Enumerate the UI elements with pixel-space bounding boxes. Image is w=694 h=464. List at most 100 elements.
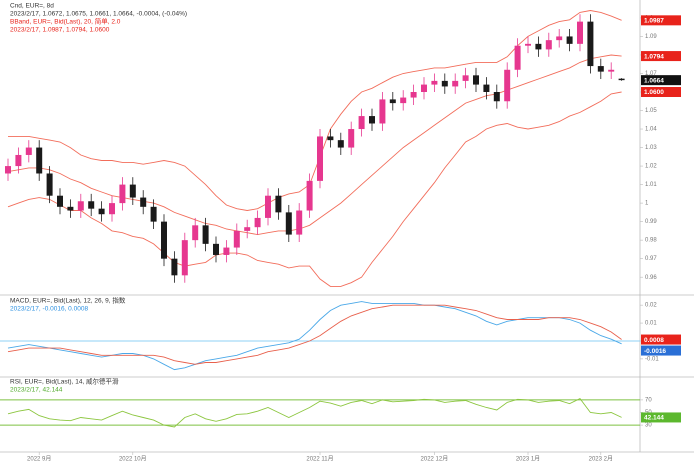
candle-body [577,21,583,44]
candle-body [140,197,147,207]
candle-body [150,206,157,222]
rsi-title: RSI, EUR=, Bid(Last), 14, 威尔德平滑 [10,377,119,386]
price-tag-label: 1.0600 [644,89,664,96]
price-tag [641,87,681,97]
candle-body [462,75,469,81]
candle-body [171,258,178,276]
y-tick-label: 1.09 [645,34,657,40]
y-tick-label: 1.04 [645,127,657,133]
candle-body [161,221,167,259]
y-tick-label: 0.02 [645,303,657,309]
y-tick-label: -0.01 [645,356,659,362]
candle-body [535,43,542,50]
price-tag [641,345,681,356]
candle-body [46,173,53,196]
candle-body [233,230,240,248]
candle-body [337,140,344,148]
candle-body [181,240,188,276]
y-tick-label: 0.01 [645,321,657,327]
series-line [7,304,622,365]
price-tag [641,412,681,423]
price-tag-label: 1.0664 [644,77,664,84]
candle-body [525,43,531,46]
candle-body [275,195,282,213]
candle-body [608,69,615,72]
candle-body [265,195,271,218]
y-tick-label: 1.05 [645,108,657,114]
candle-body [348,129,355,148]
candle-body [483,84,490,92]
candle-body [223,247,230,255]
candle-body [285,212,292,235]
candle-body [556,36,563,41]
candle-body [618,78,625,81]
candle-body [327,136,334,141]
bollinger-lower [7,91,622,287]
y-tick-label: 30 [645,423,652,429]
price-tag-label: 42.144 [644,415,664,422]
candle-body [25,147,32,155]
candle-body [67,206,74,211]
series-line [7,398,622,428]
price-tag-label: 1.0987 [644,18,664,25]
candle-body [431,80,438,85]
y-tick-label: 1.07 [645,71,657,77]
candle-body [587,21,594,67]
y-tick-label: 1 [645,201,649,207]
x-tick-label: 2023 1月 [516,456,540,463]
candle-body [441,80,448,87]
candle-body [317,136,323,181]
x-tick-label: 2022 9月 [27,456,51,463]
price-tag-label: -0.0016 [644,348,666,355]
price-tag-label: 1.0794 [644,53,664,60]
chart-title: Cnd, EUR=, 8d [10,3,54,10]
candle-body [306,180,313,211]
candle-body [473,75,479,85]
rsi-readout: 2023/2/17, 42.144 [10,387,63,394]
macd-readout: 2023/2/17, -0.0016, 0.0008 [10,306,88,313]
overlay-readout: 2023/2/17, 1.0987, 1.0794, 1.0600 [10,27,110,34]
candle-body [358,116,365,130]
y-tick-label: 0.99 [645,219,657,225]
price-tag-label: 0.0008 [644,337,664,344]
price-tag [641,75,681,86]
candle-body [213,243,219,255]
candle-body [400,97,407,104]
candle-body [119,184,126,204]
candle-body [421,84,427,92]
overlay-name: BBand, EUR=, Bid(Last), 20, 简单, 2.0 [10,17,121,26]
candle-body [452,80,459,87]
y-tick-label: 1.01 [645,182,657,188]
y-tick-label: 0.98 [645,238,657,244]
y-tick-label: 0.96 [645,275,657,281]
candle-body [254,217,261,228]
macd-title: MACD, EUR=, Bid(Last), 12, 26, 9, 指数 [10,296,126,305]
candle-body [597,66,604,72]
candle-body [410,92,417,98]
candle-body [369,116,375,124]
x-tick-label: 2022 12月 [421,456,449,463]
bollinger-middle [7,54,622,236]
candle-body [389,99,396,104]
candle-body [5,166,11,174]
y-tick-label: 70 [645,397,652,403]
price-tag [641,51,681,62]
candle-body [109,203,115,215]
candle-body [566,36,573,44]
candle-body [514,45,521,70]
candle-body [504,69,511,102]
y-tick-label: 1.03 [645,145,657,151]
price-tag [641,334,681,345]
candle-body [57,195,63,207]
candle-body [493,92,500,102]
candle-body [244,227,251,231]
chart-subtitle: 2023/2/17, 1.0672, 1.0675, 1.0661, 1.066… [10,11,187,18]
candle-body [379,99,386,124]
price-tag [641,15,681,26]
candle-body [202,225,209,244]
candle-body [88,201,95,209]
x-tick-label: 2022 10月 [119,456,147,463]
x-tick-label: 2023 2月 [589,456,613,463]
